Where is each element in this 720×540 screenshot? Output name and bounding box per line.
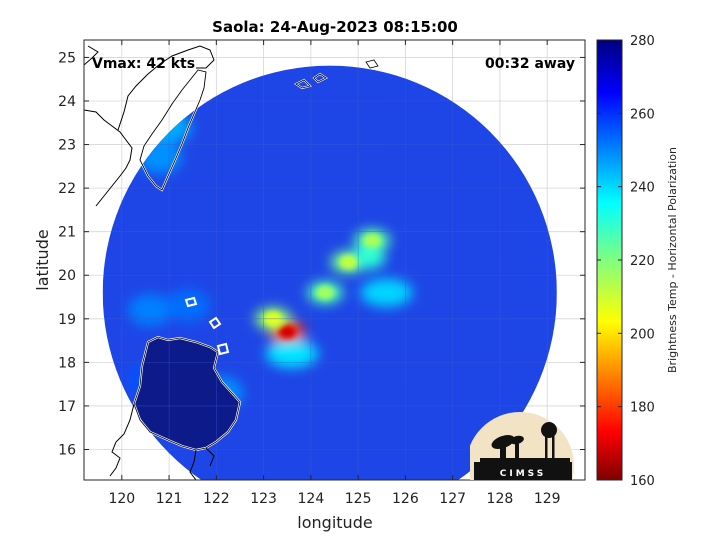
y-tick-label: 20 — [58, 268, 76, 284]
brightness-temp-swath — [102, 65, 557, 480]
x-tick-label: 122 — [203, 491, 230, 507]
y-tick-label: 23 — [58, 138, 76, 154]
convective-core — [339, 255, 358, 270]
colorbar-tick-label: 200 — [630, 327, 655, 342]
y-tick-label: 17 — [58, 399, 76, 415]
y-tick-label: 22 — [58, 181, 76, 197]
x-axis-label: longitude — [297, 513, 372, 532]
y-tick-label: 24 — [58, 94, 76, 110]
time-offset-label: 00:32 away — [485, 56, 575, 72]
rainband-cell — [265, 339, 318, 368]
warm-land-cell — [128, 294, 173, 327]
x-axis: 120 121 122 123 124 125 126 127 128 129 — [108, 40, 561, 507]
colorbar: 160 180 200 220 240 260 280 Brightness Temp - … — [596, 34, 679, 489]
logo-text: CIMSS — [500, 469, 546, 479]
colorbar-tick-label: 220 — [630, 254, 655, 269]
x-tick-label: 120 — [108, 491, 135, 507]
rainband-cell — [349, 246, 386, 269]
axes-frame — [83, 39, 586, 481]
colorbar-tick-label: 240 — [630, 181, 655, 196]
x-tick-label: 123 — [250, 491, 277, 507]
colorbar-tick-label: 160 — [630, 474, 655, 489]
colorbar-tick-label: 180 — [630, 401, 655, 416]
y-tick-label: 16 — [58, 443, 76, 459]
x-tick-label: 128 — [487, 491, 514, 507]
y-tick-label: 21 — [58, 225, 76, 241]
y-axis-label: latitude — [33, 229, 52, 290]
x-tick-label: 126 — [392, 491, 419, 507]
x-tick-label: 125 — [345, 491, 372, 507]
convective-core — [363, 233, 382, 248]
x-tick-label: 124 — [298, 491, 325, 507]
y-tick-label: 19 — [58, 312, 76, 328]
chart-title: Saola: 24-Aug-2023 08:15:00 — [212, 18, 458, 36]
x-tick-label: 127 — [439, 491, 466, 507]
luzon-land-fill — [134, 337, 240, 450]
colorbar-tick-label: 280 — [630, 34, 655, 49]
y-tick-label: 25 — [58, 50, 76, 66]
convective-core — [278, 324, 297, 339]
rainband-cell — [360, 278, 413, 307]
cimss-logo: CIMSS — [470, 412, 574, 480]
x-tick-label: 121 — [156, 491, 183, 507]
convective-core — [316, 285, 335, 300]
vmax-label: Vmax: 42 kts — [92, 56, 195, 72]
x-tick-label: 129 — [534, 491, 561, 507]
colorbar-tick-label: 260 — [630, 107, 655, 122]
coastlines — [84, 45, 380, 480]
colorbar-label: Brightness Temp - Horizontal Polarizatio… — [666, 147, 679, 373]
y-axis: 16 17 18 19 20 21 22 23 24 25 — [58, 50, 585, 459]
y-tick-label: 18 — [58, 355, 76, 371]
